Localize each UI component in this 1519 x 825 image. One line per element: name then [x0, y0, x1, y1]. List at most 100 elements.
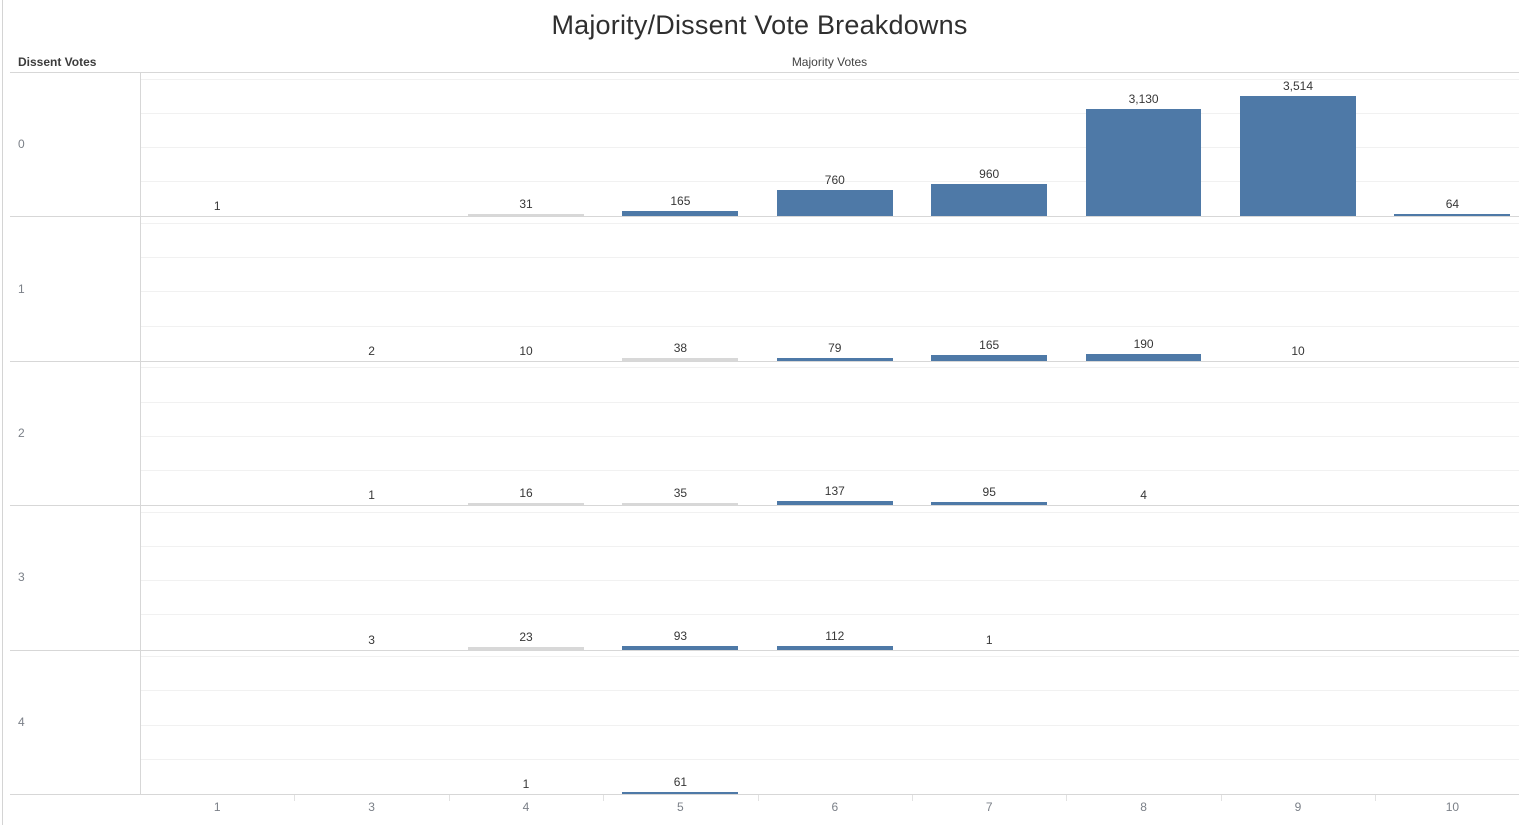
- gridline-1000: [140, 181, 1519, 183]
- cell-d4-m10: [1375, 650, 1519, 794]
- gridline-3000: [140, 112, 1519, 114]
- cell-d0-m5: 165: [603, 72, 757, 217]
- cell-d0-m8: 3,130: [1066, 72, 1220, 217]
- cell-d0-m9: 3,514: [1221, 72, 1375, 217]
- gridline-4000: [140, 222, 1519, 224]
- x-tick-label-7[interactable]: 7: [985, 800, 993, 814]
- bar-value-label: 93: [673, 629, 688, 644]
- bar-value-label: 10: [1291, 343, 1305, 358]
- gridline-4000: [140, 656, 1519, 658]
- cell-d0-m1: 1: [140, 72, 294, 216]
- cell-d3-m6: 112: [758, 505, 912, 650]
- cell-d4-m6: [758, 650, 912, 794]
- plot-area: 1 31 165 760 960 3,130 3,514 64 2 10 38 79 165 190 10 1…: [140, 72, 1519, 795]
- bar-dissent1-majority5[interactable]: [622, 358, 739, 361]
- cell-d0-m3: [294, 72, 448, 216]
- x-tick-label-5[interactable]: 5: [677, 800, 684, 814]
- cell-d1-m5: 38: [603, 216, 757, 361]
- bar-value-label: 35: [673, 485, 688, 500]
- x-axis-column-separator: [912, 795, 913, 801]
- gridline-2000: [140, 724, 1519, 726]
- cell-d1-m10: [1375, 216, 1519, 360]
- x-tick-label-3[interactable]: 3: [368, 800, 375, 814]
- x-tick-label-8[interactable]: 8: [1140, 800, 1147, 814]
- cell-d3-m3: 3: [294, 505, 448, 649]
- x-tick-label-1[interactable]: 1: [213, 800, 221, 814]
- x-axis-column-separator: [1066, 795, 1068, 801]
- window-left-border: [2, 0, 3, 825]
- bar-dissent1-majority8[interactable]: [1085, 354, 1202, 361]
- cell-d2-m5: 35: [603, 361, 757, 506]
- cell-d3-m7: 1: [912, 505, 1066, 649]
- bar-value-label: 3: [368, 632, 375, 647]
- cell-d0-m10: 64: [1375, 72, 1519, 217]
- cell-d2-m9: [1221, 361, 1375, 505]
- gridline-2000: [140, 291, 1519, 293]
- bar-dissent0-majority8[interactable]: [1085, 109, 1202, 217]
- cell-d2-m8: 4: [1066, 361, 1220, 505]
- cell-d2-m4: 16: [449, 361, 603, 506]
- bar-value-label: 64: [1445, 197, 1460, 212]
- cell-d4-m1: [140, 650, 294, 794]
- cell-d4-m9: [1221, 650, 1375, 794]
- gridline-1000: [140, 470, 1519, 471]
- bar-value-label: 760: [824, 173, 845, 188]
- bar-dissent1-majority7[interactable]: [931, 355, 1048, 361]
- bar-dissent3-majority6[interactable]: [776, 645, 893, 650]
- x-tick-label-10[interactable]: 10: [1445, 800, 1460, 814]
- bar-dissent0-majority9[interactable]: [1240, 96, 1356, 217]
- bar-dissent2-majority4[interactable]: [468, 502, 584, 506]
- gridline-1000: [140, 325, 1519, 327]
- bar-dissent0-majority5[interactable]: [622, 210, 739, 217]
- row-tick-label-4[interactable]: 4: [18, 714, 25, 729]
- cell-d2-m1: [140, 361, 294, 505]
- gridline-2000: [140, 580, 1519, 582]
- gridline-3000: [140, 257, 1519, 259]
- bar-dissent4-majority5[interactable]: [622, 791, 739, 794]
- bar-dissent0-majority10[interactable]: [1394, 214, 1511, 217]
- row-axis-title: Dissent Votes: [18, 55, 97, 69]
- row-tick-label-1[interactable]: 1: [18, 281, 25, 296]
- row-tick-label-0[interactable]: 0: [18, 137, 25, 152]
- bar-dissent2-majority5[interactable]: [622, 502, 739, 506]
- gridline-2000: [140, 147, 1519, 148]
- bar-value-label: 4: [1140, 488, 1147, 503]
- cell-d4-m7: [912, 650, 1066, 794]
- bar-dissent0-majority6[interactable]: [776, 190, 893, 217]
- chart-title: Majority/Dissent Vote Breakdowns: [551, 10, 968, 40]
- cell-d3-m1: [140, 505, 294, 649]
- bar-dissent2-majority6[interactable]: [776, 500, 893, 506]
- facet-row-dissent-3: 3 23 93 112 1: [140, 505, 1519, 650]
- bar-dissent3-majority5[interactable]: [622, 646, 739, 650]
- row-tick-label-3[interactable]: 3: [18, 570, 25, 585]
- bar-dissent0-majority7[interactable]: [931, 183, 1048, 217]
- gridline-1000: [140, 614, 1519, 616]
- bar-value-label: 95: [982, 484, 996, 499]
- bar-value-label: 165: [979, 338, 1000, 353]
- x-axis-column-separator: [757, 795, 759, 801]
- facet-row-dissent-4: 1 61: [140, 650, 1519, 794]
- cell-d1-m1: [140, 216, 294, 360]
- bar-dissent3-majority4[interactable]: [468, 647, 584, 650]
- cell-d3-m9: [1221, 505, 1375, 649]
- x-axis-column-separator: [294, 795, 296, 801]
- bar-value-label: 23: [519, 630, 533, 645]
- x-tick-label-4[interactable]: 4: [522, 800, 530, 814]
- col-axis-title: Majority Votes: [791, 55, 868, 69]
- x-tick-label-6[interactable]: 6: [831, 800, 839, 814]
- bar-value-label: 2: [368, 343, 375, 358]
- bar-dissent2-majority7[interactable]: [931, 501, 1048, 506]
- x-tick-label-9[interactable]: 9: [1294, 800, 1302, 814]
- bar-dissent0-majority4[interactable]: [468, 213, 584, 217]
- bar-dissent1-majority6[interactable]: [776, 358, 893, 361]
- bar-value-label: 16: [519, 485, 533, 500]
- row-separator: [10, 216, 1519, 218]
- bar-value-label: 3,514: [1282, 79, 1313, 94]
- cell-d1-m8: 190: [1066, 216, 1220, 361]
- plot-top-border: [10, 72, 1519, 73]
- cell-d0-m7: 960: [912, 72, 1066, 217]
- row-tick-label-2[interactable]: 2: [18, 425, 25, 440]
- x-axis-line: [10, 794, 1519, 795]
- facet-row-dissent-0: 1 31 165 760 960 3,130 3,514 64: [140, 72, 1519, 217]
